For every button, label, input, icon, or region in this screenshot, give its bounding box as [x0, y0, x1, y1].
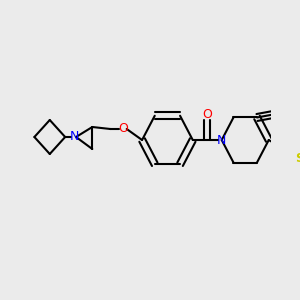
Text: O: O [118, 122, 128, 136]
Text: N: N [217, 134, 226, 146]
Text: S: S [295, 152, 300, 164]
Text: N: N [70, 130, 79, 143]
Text: O: O [202, 109, 212, 122]
